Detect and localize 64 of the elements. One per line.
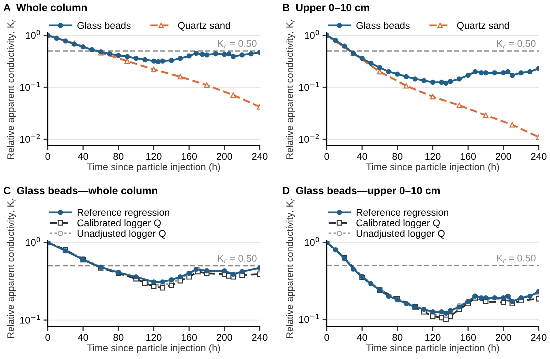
y-tick-label: 10$^{−2}$ (20, 134, 40, 144)
x-tick-label: 160 (460, 153, 476, 160)
y-tick-label: 10$^{0}$ (305, 237, 320, 246)
legend-label: Quartz sand (457, 22, 510, 31)
legend-label: Reference regression (78, 208, 170, 218)
x-axis-title: Time since particle injection (h) (366, 163, 500, 172)
ref-line-label: K$_{r}$ = 0.50 (497, 254, 536, 264)
x-tick-label: 200 (496, 153, 512, 160)
legend-label: Calibrated logger Q (78, 219, 162, 229)
y-tick-label: 10$^{−1}$ (20, 82, 40, 92)
x-axis-title: Time since particle injection (h) (366, 344, 500, 354)
chart-title: B Upper 0–10 cm (283, 4, 370, 14)
x-tick-label: 80 (392, 334, 403, 342)
x-tick-label: 80 (392, 153, 403, 160)
x-tick-label: 40 (357, 153, 368, 160)
ref-line-label: K$_{r}$ = 0.50 (218, 40, 257, 49)
x-tick-label: 200 (496, 334, 512, 342)
x-tick-label: 40 (78, 334, 88, 342)
x-tick-label: 160 (460, 334, 476, 342)
legend-label: Reference regression (356, 208, 448, 218)
x-tick-label: 240 (252, 153, 268, 160)
y-axis-title: Relative apparent conductivity, K$_{r}$ (286, 19, 296, 160)
x-tick-label: 120 (146, 334, 162, 342)
legend-label: Unadjusted logger Q (356, 230, 445, 240)
legend-label: Glass beads (356, 22, 410, 30)
x-tick-label: 160 (182, 334, 198, 342)
y-tick-label: 10$^{−1}$ (20, 315, 40, 324)
y-tick-label: 10$^{−2}$ (300, 134, 320, 144)
x-tick-label: 160 (182, 153, 198, 160)
ref-line-label: K$_{r}$ = 0.50 (218, 255, 257, 264)
y-tick-label: 10$^{0}$ (26, 30, 40, 40)
x-tick-label: 40 (357, 334, 368, 342)
x-tick-label: 240 (531, 334, 547, 342)
x-tick-label: 120 (426, 153, 441, 160)
x-tick-label: 120 (146, 153, 162, 160)
x-tick-label: 0 (46, 153, 50, 160)
y-tick-label: 10$^{0}$ (305, 30, 320, 40)
x-tick-label: 40 (78, 153, 88, 160)
x-axis-title: Time since particle injection (h) (87, 344, 220, 354)
x-tick-label: 80 (114, 334, 124, 342)
x-tick-label: 80 (114, 153, 124, 160)
x-tick-label: 240 (531, 153, 547, 160)
y-tick-label: 10$^{−1}$ (300, 82, 320, 92)
legend-label: Calibrated logger Q (356, 219, 440, 229)
x-tick-label: 0 (46, 334, 50, 342)
legend-label: Glass beads (78, 22, 131, 30)
chart-title: D Glass beads—upper 0–10 cm (283, 186, 440, 197)
y-axis-title: Relative apparent conductivity, K$_{r}$ (7, 198, 16, 338)
x-tick-label: 200 (217, 153, 232, 160)
x-tick-label: 0 (324, 153, 330, 160)
ref-line-label: K$_{r}$ = 0.50 (497, 40, 536, 49)
y-axis-title: Relative apparent conductivity, K$_{r}$ (286, 198, 296, 338)
y-tick-label: 10$^{0}$ (26, 237, 40, 246)
x-tick-label: 240 (252, 334, 268, 342)
x-axis-title: Time since particle injection (h) (87, 163, 220, 172)
y-tick-label: 10$^{−1}$ (300, 314, 320, 324)
legend-label: Unadjusted logger Q (78, 230, 166, 240)
y-axis-title: Relative apparent conductivity, K$_{r}$ (7, 19, 16, 160)
legend-label: Quartz sand (178, 22, 230, 31)
x-tick-label: 120 (426, 334, 441, 342)
x-tick-label: 0 (324, 334, 330, 342)
chart-title: A Whole column (4, 4, 88, 12)
x-tick-label: 200 (217, 334, 232, 342)
chart-title: C Glass beads—whole column (4, 186, 158, 194)
